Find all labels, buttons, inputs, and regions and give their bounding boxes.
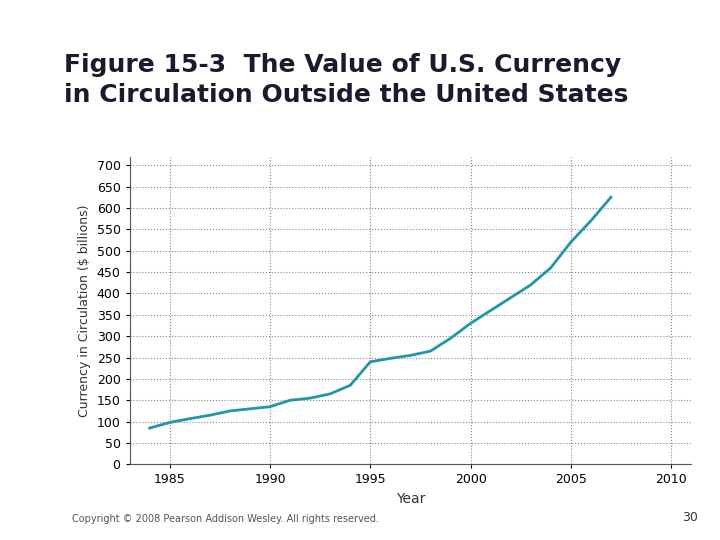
Y-axis label: Currency in Circulation ($ billions): Currency in Circulation ($ billions) bbox=[78, 204, 91, 417]
Text: Figure 15-3  The Value of U.S. Currency
in Circulation Outside the United States: Figure 15-3 The Value of U.S. Currency i… bbox=[64, 53, 628, 106]
Text: Copyright © 2008 Pearson Addison Wesley. All rights reserved.: Copyright © 2008 Pearson Addison Wesley.… bbox=[72, 514, 379, 524]
Text: 30: 30 bbox=[683, 511, 698, 524]
X-axis label: Year: Year bbox=[396, 492, 425, 506]
